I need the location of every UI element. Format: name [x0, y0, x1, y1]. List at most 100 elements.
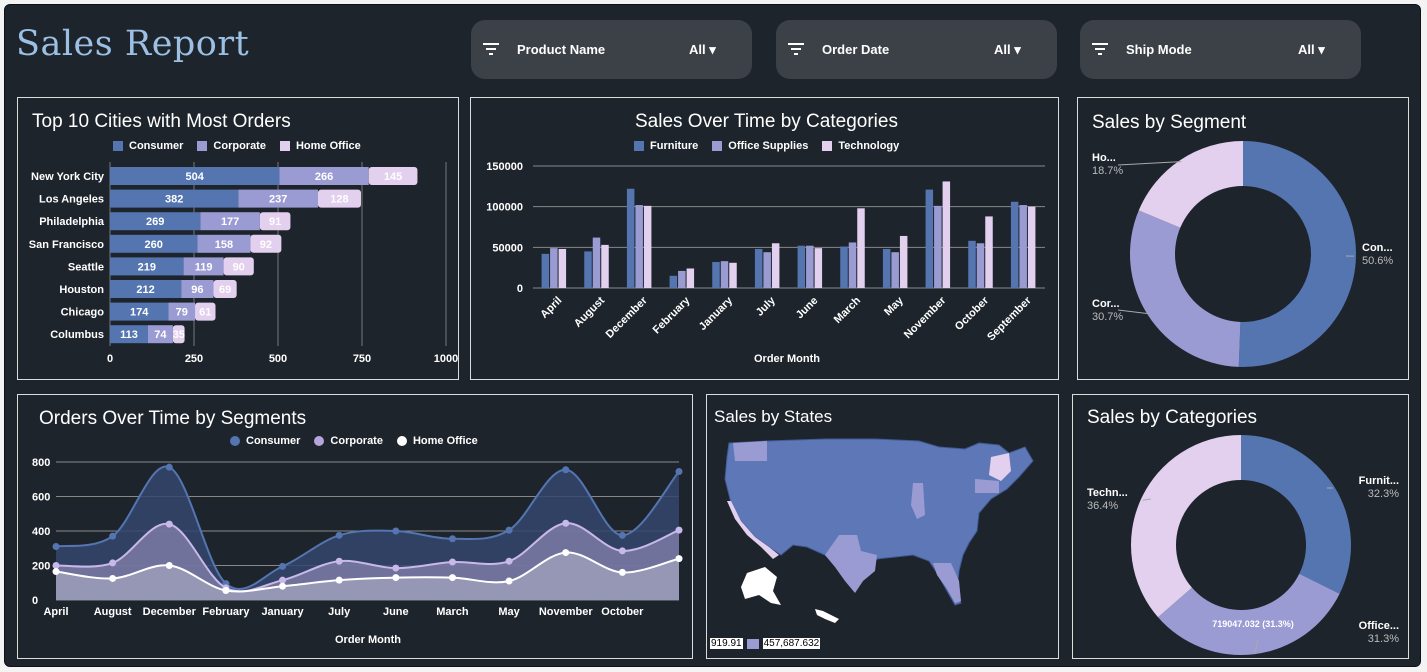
- map-state-washington: [733, 441, 767, 461]
- y-tick-label: Chicago: [61, 307, 105, 319]
- filter-product-name[interactable]: Product Name All ▾: [471, 20, 752, 79]
- y-tick-label: 50000: [492, 242, 523, 254]
- filter-ship-mode[interactable]: Ship Mode All ▾: [1080, 20, 1361, 79]
- filter-label: Product Name: [517, 42, 606, 57]
- x-tick-label: January: [261, 606, 304, 618]
- column-bar: [626, 188, 635, 288]
- x-tick-label: June: [383, 606, 409, 618]
- y-tick-label: 800: [32, 457, 50, 469]
- data-label: 219: [138, 261, 156, 273]
- column-bar: [712, 261, 720, 288]
- data-label: 69: [219, 284, 231, 296]
- filter-value-dropdown[interactable]: All ▾: [1298, 42, 1325, 57]
- bar-segment: [259, 212, 291, 231]
- data-point: [109, 532, 117, 540]
- panel-title: Sales by States: [714, 407, 833, 426]
- x-tick-label: 1000: [434, 353, 458, 365]
- us-states-map[interactable]: [707, 395, 1058, 658]
- bar-segment: [110, 325, 148, 344]
- panel-title: Sales by Categories: [1087, 407, 1258, 428]
- column-bar: [635, 205, 643, 288]
- column-bar: [550, 248, 558, 288]
- data-point: [505, 577, 513, 585]
- data-label: 74: [154, 329, 167, 341]
- series-line: [55, 465, 680, 591]
- data-label: 237: [269, 194, 287, 206]
- column-bar: [934, 205, 942, 288]
- bar-segment: [279, 167, 369, 185]
- data-point: [279, 562, 287, 570]
- data-point: [618, 568, 626, 576]
- bar-segment: [110, 302, 169, 321]
- bar-segment: [110, 257, 184, 276]
- bar-segment: [110, 280, 182, 298]
- bar-segment: [238, 189, 318, 208]
- categories-donut-chart: Furnit...32.3% Office...31.3% Techn...36.4…: [1087, 435, 1399, 655]
- data-label: 92: [260, 239, 272, 251]
- legend-item: Office Supplies: [712, 140, 808, 152]
- caret-down-icon: ▾: [1014, 42, 1021, 57]
- caret-down-icon: ▾: [709, 42, 716, 57]
- column-bar: [840, 246, 848, 288]
- legend-min-value: 919.91: [710, 638, 743, 649]
- column-bar: [848, 242, 857, 288]
- filter-icon: [483, 43, 499, 55]
- data-point: [392, 574, 400, 582]
- data-point: [335, 557, 343, 565]
- x-tick-label: February: [651, 294, 693, 336]
- x-tick-label: 750: [353, 353, 371, 365]
- filter-value-dropdown[interactable]: All ▾: [994, 42, 1021, 57]
- legend-item: Technology: [822, 140, 899, 152]
- donut-slice: [1131, 435, 1241, 618]
- x-tick-label: July: [754, 294, 779, 319]
- x-tick-label: June: [794, 295, 821, 322]
- data-label: 79: [176, 307, 188, 319]
- column-bar: [729, 262, 737, 288]
- filter-value-dropdown[interactable]: All ▾: [689, 42, 716, 57]
- slice-value-label: 32.3%: [1368, 488, 1399, 500]
- slice-label: Techn...: [1087, 487, 1128, 499]
- x-tick-label: April: [43, 606, 68, 618]
- x-tick-label: August: [94, 606, 132, 618]
- y-tick-label: 100000: [486, 202, 523, 214]
- map-state-california: [727, 501, 779, 559]
- x-tick-label: October: [601, 606, 644, 618]
- chart-legend: Consumer Corporate Home Office: [230, 435, 478, 447]
- slice-value-label: 36.4%: [1087, 500, 1118, 512]
- data-point: [505, 557, 513, 565]
- data-point: [562, 549, 570, 557]
- y-tick-label: 0: [517, 283, 523, 295]
- column-bar: [797, 245, 806, 288]
- panel-sales-over-time: Sales Over Time by Categories Furniture …: [470, 97, 1059, 380]
- data-label: 212: [136, 284, 154, 296]
- column-bar: [891, 252, 899, 288]
- column-bar: [814, 248, 823, 288]
- bar-segment: [223, 257, 254, 276]
- x-tick-label: May: [498, 606, 520, 618]
- filter-label: Ship Mode: [1126, 42, 1192, 57]
- legend-item: Home Office: [279, 140, 361, 152]
- column-bar: [584, 251, 592, 288]
- y-tick-label: 150000: [486, 161, 523, 173]
- filter-order-date[interactable]: Order Date All ▾: [776, 20, 1057, 79]
- panel-title: Top 10 Cities with Most Orders: [32, 111, 291, 132]
- data-label: 96: [191, 284, 203, 296]
- data-label: 504: [185, 171, 204, 183]
- slice-label: Furnit...: [1359, 475, 1399, 487]
- y-tick-label: Columbus: [50, 329, 104, 341]
- data-label: 266: [315, 171, 333, 183]
- column-bar: [985, 216, 993, 288]
- slice-label: Ho...: [1092, 152, 1116, 164]
- legend-item: Consumer: [230, 435, 300, 447]
- panel-sales-by-segment: Sales by Segment Con... 50.6% Cor... 30.7% H…: [1077, 97, 1409, 380]
- data-label: 174: [130, 307, 149, 319]
- donut-slice: [1238, 141, 1357, 368]
- y-tick-label: New York City: [31, 171, 105, 183]
- data-point: [335, 531, 343, 539]
- column-bar: [771, 243, 780, 288]
- donut-slice: [1130, 210, 1241, 367]
- slice-value-label: 30.7%: [1092, 311, 1123, 323]
- data-label: 90: [233, 261, 245, 273]
- column-bar: [968, 240, 976, 288]
- chart-legend: Furniture Office Supplies Technology: [634, 140, 899, 152]
